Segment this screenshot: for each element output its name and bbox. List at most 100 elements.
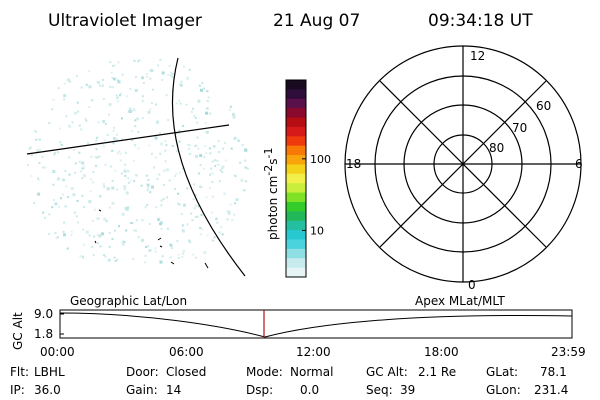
image-pixel bbox=[52, 183, 55, 186]
image-pixel bbox=[161, 79, 164, 81]
footer-gcalt-label: GC Alt: bbox=[366, 365, 408, 379]
image-pixel bbox=[113, 64, 116, 67]
image-pixel bbox=[92, 181, 94, 184]
image-pixel bbox=[245, 180, 248, 183]
image-pixel bbox=[170, 74, 173, 77]
image-pixel bbox=[149, 191, 152, 194]
orbit-xtick-2359: 23:59 bbox=[551, 345, 586, 359]
image-pixel bbox=[182, 124, 184, 127]
footer-dsp-value: 0.0 bbox=[300, 383, 319, 397]
image-pixel bbox=[70, 233, 73, 236]
image-pixel bbox=[140, 238, 144, 242]
image-pixel bbox=[101, 78, 104, 81]
image-pixel bbox=[61, 178, 65, 182]
image-pixel bbox=[108, 245, 111, 248]
colorbar-cell bbox=[286, 183, 306, 194]
image-pixel bbox=[95, 148, 98, 151]
image-pixel bbox=[106, 133, 109, 136]
image-pixel bbox=[203, 167, 206, 170]
image-pixel bbox=[244, 166, 247, 169]
image-pixel bbox=[56, 177, 60, 181]
image-pixel bbox=[92, 254, 95, 256]
image-pixel bbox=[125, 208, 129, 212]
image-pixel bbox=[178, 203, 181, 206]
image-pixel bbox=[39, 148, 42, 151]
header-title: Ultraviolet Imager bbox=[48, 11, 202, 31]
footer-gain-value: 14 bbox=[166, 383, 181, 397]
image-pixel bbox=[42, 166, 45, 169]
image-pixel bbox=[57, 236, 59, 239]
image-pixel bbox=[159, 132, 162, 135]
image-pixel bbox=[99, 195, 102, 198]
colorbar-label: photon cm-2s-1 bbox=[262, 147, 280, 240]
image-pixel bbox=[48, 233, 51, 235]
image-pixel bbox=[76, 200, 79, 202]
image-pixel bbox=[66, 247, 69, 250]
colorbar-cell bbox=[286, 258, 306, 269]
image-pixel bbox=[113, 126, 116, 129]
image-pixel bbox=[226, 218, 229, 221]
image-pixel bbox=[129, 107, 132, 110]
image-pixel bbox=[178, 129, 181, 132]
footer-dsp-label: Dsp: bbox=[246, 383, 273, 397]
image-pixel bbox=[114, 260, 117, 262]
image-pixel bbox=[38, 162, 41, 164]
latitude-line bbox=[26, 124, 230, 155]
colorbar-cell bbox=[286, 220, 306, 231]
image-pixel bbox=[234, 202, 236, 205]
image-pixel bbox=[131, 139, 133, 142]
image-pixel bbox=[81, 161, 85, 165]
image-pixel bbox=[112, 86, 114, 89]
image-pixel bbox=[197, 147, 200, 150]
image-pixel bbox=[181, 224, 184, 227]
image-pixel bbox=[70, 230, 73, 233]
image-pixel bbox=[102, 98, 105, 100]
image-pixel bbox=[186, 76, 189, 80]
image-pixel bbox=[103, 185, 106, 188]
image-pixel bbox=[164, 149, 167, 152]
image-pixel bbox=[214, 236, 217, 239]
image-pixel bbox=[129, 88, 132, 91]
image-pixel bbox=[133, 229, 136, 232]
image-pixel bbox=[168, 64, 171, 67]
image-pixel bbox=[127, 181, 130, 184]
image-pixel bbox=[133, 159, 136, 162]
image-pixel bbox=[52, 170, 56, 173]
colorbar-cell bbox=[286, 80, 306, 90]
image-pixel bbox=[119, 94, 121, 97]
footer-ip-value: 36.0 bbox=[34, 383, 61, 397]
mlt-label-0: 0 bbox=[468, 278, 476, 292]
image-pixel bbox=[116, 152, 119, 155]
image-pixel bbox=[146, 183, 150, 187]
image-pixel bbox=[48, 122, 51, 124]
image-pixel bbox=[200, 214, 203, 216]
colorbar-tick-label: 10 bbox=[310, 224, 324, 237]
image-pixel bbox=[41, 155, 44, 158]
image-pixel bbox=[108, 103, 112, 107]
orbit-right-label: Apex MLat/MLT bbox=[415, 294, 505, 308]
image-pixel bbox=[54, 202, 58, 206]
image-pixel bbox=[116, 138, 119, 141]
image-pixel bbox=[62, 230, 65, 233]
image-pixel bbox=[155, 103, 157, 106]
polar-diagonal-2 bbox=[379, 80, 547, 248]
colorbar-cell bbox=[286, 192, 306, 203]
image-pixel bbox=[155, 206, 158, 209]
image-pixel bbox=[93, 208, 96, 211]
image-pixel bbox=[160, 227, 163, 230]
image-pixel bbox=[136, 117, 140, 121]
image-pixel bbox=[237, 139, 240, 142]
image-pixel bbox=[109, 61, 112, 64]
image-pixel bbox=[37, 192, 41, 196]
image-pixel bbox=[37, 178, 40, 181]
image-pixel bbox=[119, 152, 122, 155]
image-pixel bbox=[57, 87, 60, 90]
image-pixel bbox=[194, 117, 197, 119]
image-pixel bbox=[163, 169, 166, 172]
image-pixel bbox=[164, 140, 167, 143]
image-pixel bbox=[82, 167, 85, 170]
image-pixel bbox=[188, 152, 191, 155]
image-pixel bbox=[205, 107, 209, 110]
footer-door-label: Door: bbox=[126, 365, 159, 379]
image-pixel bbox=[166, 168, 169, 172]
